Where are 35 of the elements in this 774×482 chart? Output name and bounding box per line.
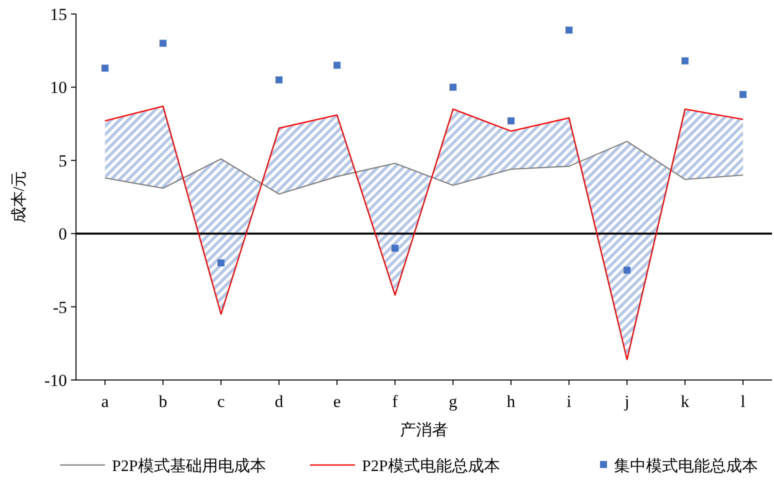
point	[334, 62, 340, 69]
y-tick-label: -10	[44, 371, 67, 390]
point	[624, 266, 630, 274]
x-tick-label: h	[506, 392, 516, 411]
y-tick-label: 15	[50, 5, 67, 24]
y-tick-label: 10	[50, 78, 67, 98]
x-tick-label: e	[333, 392, 341, 411]
x-axis-title: 产消者	[400, 421, 448, 439]
point	[566, 26, 572, 34]
point	[450, 84, 456, 91]
x-tick-label: a	[101, 392, 110, 411]
y-tick-label: -5	[52, 298, 67, 317]
x-tick-label: l	[740, 392, 746, 411]
x-tick-label: i	[566, 392, 572, 411]
x-tick-label: j	[624, 392, 630, 411]
y-axis-title: 成本/元	[10, 170, 28, 224]
legend-label: P2P模式电能总成本	[362, 457, 500, 475]
legend-label: P2P模式基础用电成本	[112, 457, 266, 475]
point	[508, 117, 514, 124]
y-tick-label: 0	[58, 224, 67, 244]
legend-label: 集中模式电能总成本	[614, 457, 758, 475]
x-tick-label: g	[448, 392, 458, 411]
point	[218, 259, 224, 266]
y-tick-label: 5	[58, 151, 67, 170]
x-tick-label: k	[680, 392, 690, 411]
x-tick-label: c	[217, 392, 226, 411]
point	[740, 91, 746, 98]
point	[392, 244, 398, 252]
point	[160, 40, 166, 47]
x-tick-label: b	[158, 392, 168, 411]
point	[276, 76, 282, 84]
point	[102, 64, 108, 72]
point	[682, 57, 688, 64]
x-tick-label: d	[274, 392, 284, 411]
x-tick-label: f	[392, 392, 398, 411]
